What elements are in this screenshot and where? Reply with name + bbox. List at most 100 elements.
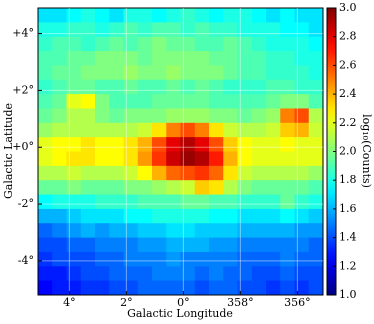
colorbar-tick-label: 1.2 xyxy=(339,259,357,272)
heatmap-cell xyxy=(223,237,238,253)
heatmap-cell xyxy=(52,94,67,109)
heatmap-cell xyxy=(38,36,53,52)
heatmap-cell xyxy=(194,79,210,95)
heatmap-cell xyxy=(137,208,153,224)
heatmap-cell xyxy=(251,237,267,253)
heatmap-cell xyxy=(52,79,67,95)
heatmap-cell xyxy=(38,223,53,239)
heatmap-cell xyxy=(223,65,238,81)
heatmap-cell xyxy=(280,180,295,196)
heatmap-cell xyxy=(308,137,324,152)
heatmap-cell xyxy=(251,94,267,109)
heatmap-cell xyxy=(95,266,110,282)
heatmap-cell xyxy=(180,122,196,138)
heatmap-cell xyxy=(95,137,110,152)
heatmap-cell xyxy=(137,22,153,38)
heatmap-cell xyxy=(266,51,281,66)
heatmap-cell xyxy=(137,79,153,95)
heatmap-cell xyxy=(38,165,53,181)
heatmap-cell xyxy=(223,280,238,296)
heatmap-cell xyxy=(80,266,96,282)
heatmap-cell xyxy=(294,180,310,196)
heatmap-cell xyxy=(95,8,110,23)
heatmap-cell xyxy=(52,137,67,152)
heatmap-cell xyxy=(280,280,295,296)
heatmap-cell xyxy=(194,8,210,23)
heatmap-cell xyxy=(308,251,324,267)
heatmap-cell xyxy=(152,266,167,282)
heatmap-cell xyxy=(280,208,295,224)
heatmap-cell xyxy=(66,165,82,181)
heatmap-cell xyxy=(80,280,96,296)
heatmap-cell xyxy=(66,65,82,81)
heatmap-cell xyxy=(251,22,267,38)
heatmap-cell xyxy=(194,251,210,267)
heatmap-cell xyxy=(52,208,67,224)
heatmap-cell xyxy=(223,94,238,109)
heatmap-cell xyxy=(137,151,153,167)
heatmap-cell xyxy=(80,208,96,224)
heatmap-cell xyxy=(80,51,96,66)
heatmap-cell xyxy=(109,251,124,267)
heatmap-cell xyxy=(266,8,281,23)
heatmap-cell xyxy=(95,208,110,224)
heatmap-cell xyxy=(180,165,196,181)
heatmap-cell xyxy=(166,251,181,267)
heatmap-cell xyxy=(109,51,124,66)
heatmap-cell xyxy=(194,137,210,152)
heatmap-cell xyxy=(166,94,181,109)
heatmap-cell xyxy=(80,137,96,152)
x-tick-label: 358° xyxy=(227,296,254,309)
heatmap-cell xyxy=(194,223,210,239)
heatmap-cell xyxy=(180,8,196,23)
heatmap-cell xyxy=(123,79,139,95)
heatmap-cell xyxy=(251,208,267,224)
heatmap-cell xyxy=(166,8,181,23)
heatmap-cell xyxy=(251,266,267,282)
heatmap-cell xyxy=(180,194,196,210)
heatmap-cell xyxy=(137,137,153,152)
heatmap-cell xyxy=(280,194,295,210)
heatmap-cell xyxy=(251,251,267,267)
heatmap-cell xyxy=(223,8,238,23)
heatmap-cell xyxy=(38,137,53,152)
heatmap-cell xyxy=(80,36,96,52)
heatmap-cell xyxy=(180,151,196,167)
heatmap-cell xyxy=(66,223,82,239)
colorbar-tick-label: 1.6 xyxy=(339,202,357,215)
heatmap-cell xyxy=(109,137,124,152)
heatmap-cell xyxy=(251,65,267,81)
heatmap-cell xyxy=(280,251,295,267)
heatmap-cell xyxy=(38,122,53,138)
heatmap-cell xyxy=(266,122,281,138)
heatmap-cell xyxy=(308,65,324,81)
heatmap-cell xyxy=(166,122,181,138)
colorbar-tick-label: 2.8 xyxy=(339,30,357,43)
heatmap-cell xyxy=(180,237,196,253)
x-axis-label: Galactic Longitude xyxy=(127,307,233,320)
heatmap-cell xyxy=(52,22,67,38)
heatmap-cell xyxy=(209,94,224,109)
x-tick-label: 0° xyxy=(177,296,190,309)
heatmap-cell xyxy=(123,194,139,210)
heatmap-cell xyxy=(166,180,181,196)
heatmap-cell xyxy=(237,266,253,282)
heatmap-cell xyxy=(109,237,124,253)
heatmap-cell xyxy=(152,65,167,81)
heatmap-cell xyxy=(237,122,253,138)
heatmap-cell xyxy=(180,223,196,239)
heatmap-cell xyxy=(80,94,96,109)
heatmap-cell xyxy=(266,266,281,282)
heatmap-cell xyxy=(109,208,124,224)
heatmap-cell xyxy=(180,94,196,109)
heatmap-cell xyxy=(52,223,67,239)
heatmap-cell xyxy=(209,208,224,224)
heatmap-cell xyxy=(152,8,167,23)
heatmap-cell xyxy=(294,237,310,253)
heatmap-cell xyxy=(52,122,67,138)
heatmap-cell xyxy=(38,22,53,38)
heatmap-cell xyxy=(152,151,167,167)
heatmap-cell xyxy=(180,280,196,296)
heatmap-cell xyxy=(137,237,153,253)
